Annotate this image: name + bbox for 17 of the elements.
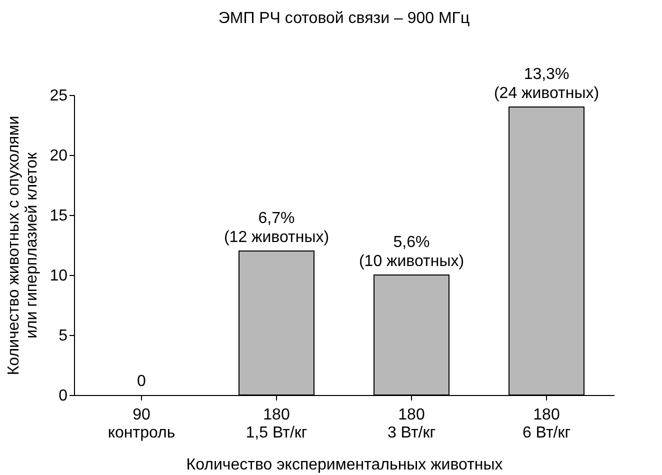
y-tick-label: 25 bbox=[50, 88, 68, 104]
y-tick-label: 10 bbox=[50, 268, 68, 284]
x-tick-label: 90 контроль bbox=[108, 406, 176, 442]
y-tick-label: 5 bbox=[58, 328, 68, 344]
chart-title: ЭМП РЧ сотовой связи – 900 МГц bbox=[218, 10, 470, 27]
y-tick-label: 15 bbox=[50, 208, 68, 224]
data-label: 13,3% (24 животных) bbox=[494, 66, 600, 102]
y-tick-label: 0 bbox=[58, 388, 68, 404]
data-label: 5,6% (10 животных) bbox=[358, 234, 464, 270]
data-label: 6,7% (12 животных) bbox=[224, 210, 330, 246]
x-tick-label: 180 1,5 Вт/кг bbox=[246, 406, 308, 442]
y-tick-label: 20 bbox=[50, 148, 68, 164]
y-axis-title: Количество животных с опухолями или гиперплазией клеток bbox=[6, 116, 41, 376]
x-tick-label: 180 3 Вт/кг bbox=[387, 406, 436, 442]
x-tick-label: 180 6 Вт/кг bbox=[522, 406, 571, 442]
x-axis-title: Количество экспериментальных животных bbox=[186, 456, 503, 474]
data-label: 0 bbox=[137, 373, 146, 390]
